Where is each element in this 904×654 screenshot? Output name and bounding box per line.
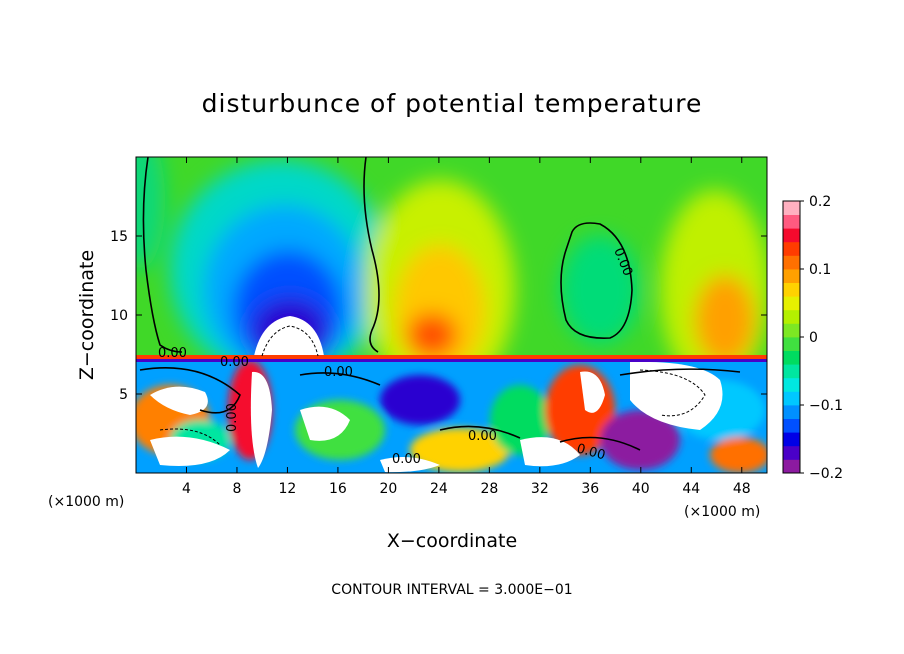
colorbar-tick-label: 0	[809, 330, 818, 346]
contour-dashed-2	[639, 369, 706, 417]
white-patch	[380, 456, 440, 473]
contour-dashed-3	[159, 428, 221, 446]
colorbar-cell	[783, 445, 800, 460]
colorbar-cell	[783, 201, 800, 215]
colorbar-cell	[783, 405, 800, 419]
plot-area: 0.00 0.00 0.00 0.00 0.00 0.00 0.00 0.00 …	[110, 156, 768, 497]
colorbar-cell	[783, 364, 800, 379]
contour-label: 0.00	[468, 429, 497, 444]
colorbar: 0.2 0.1 0 −0.1 −0.2	[782, 194, 843, 482]
chart-title: disturbunce of potential temperature	[202, 89, 703, 118]
warm-plume-46-core	[695, 275, 755, 365]
x-unit-left: (×1000 m)	[48, 494, 124, 510]
colorbar-cell	[783, 241, 800, 256]
x-axis-label: X−coordinate	[387, 530, 517, 552]
contour-lower-2	[299, 372, 381, 386]
white-patch	[150, 436, 230, 466]
colorbar-cell	[783, 350, 800, 365]
x-tick-label: 36	[581, 481, 599, 497]
colorbar-cell	[783, 296, 800, 311]
colorbar-tick-label: 0.1	[809, 262, 831, 278]
white-patch	[150, 386, 208, 415]
upper-layer-blobs	[136, 157, 767, 400]
contour-lower-1	[139, 367, 241, 414]
y-tick-label: 15	[110, 229, 128, 245]
lower-white-patches	[150, 361, 723, 473]
interface-band-purple	[136, 359, 767, 362]
lower-blob	[380, 375, 460, 425]
y-axis-label: Z−coordinate	[76, 250, 98, 380]
colorbar-cell	[783, 269, 800, 283]
footer-contour-interval: CONTOUR INTERVAL = 3.000E−01	[331, 582, 572, 598]
contour-label: 0.00	[392, 452, 421, 467]
x-tick-label: 32	[531, 481, 549, 497]
contour-label: 0.00	[220, 355, 249, 370]
white-patch	[520, 437, 580, 467]
x-axis-ticks: 4 8 12 16 20 24 28 32 36 40 44 48	[182, 157, 751, 497]
contour-dashed-1	[261, 325, 319, 357]
x-tick-label: 28	[480, 481, 498, 497]
x-tick-label: 48	[733, 481, 751, 497]
colorbar-ticks: 0.2 0.1 0 −0.1 −0.2	[800, 194, 843, 482]
warm-plume-24-core	[407, 313, 457, 357]
left-edge-cool	[136, 157, 165, 270]
y-axis-ticks: 5 10 15	[110, 229, 767, 403]
x-tick-label: 8	[232, 481, 241, 497]
colorbar-cell	[783, 391, 800, 406]
y-tick-label: 5	[119, 387, 128, 403]
colorbar-cell	[783, 214, 800, 229]
contour-loop-36	[560, 222, 633, 339]
contour-label: 0.00	[324, 365, 353, 380]
contour-cold-plume-right	[363, 157, 380, 353]
cool-patch-36	[560, 235, 640, 345]
x-tick-label: 20	[379, 481, 397, 497]
contour-lower-4	[559, 436, 641, 451]
contour-label: 0.00	[225, 403, 240, 432]
colorbar-cell	[783, 282, 800, 297]
x-unit-right: (×1000 m)	[684, 504, 760, 520]
colorbar-cell	[783, 418, 800, 433]
white-patch	[300, 406, 350, 441]
white-patch	[580, 371, 605, 413]
contour-label: 0.00	[158, 346, 187, 361]
colorbar-cell	[783, 323, 800, 338]
heatmap-field	[136, 157, 767, 473]
colorbar-cell	[783, 255, 800, 270]
colorbar-tick-label: −0.2	[809, 466, 843, 482]
colorbar-cell	[783, 228, 800, 243]
colorbar-cell	[783, 337, 800, 351]
white-patch	[250, 371, 272, 468]
colorbar-cell	[783, 432, 800, 447]
contour-label: 0.00	[575, 441, 607, 463]
zero-contours	[139, 157, 741, 451]
lower-blob	[600, 410, 680, 470]
colorbar-cell	[783, 459, 800, 474]
x-tick-label: 24	[430, 481, 448, 497]
y-tick-label: 10	[110, 308, 128, 324]
contour-left-upper	[142, 157, 183, 353]
colorbar-cell	[783, 377, 800, 392]
colorbar-tick-label: −0.1	[809, 398, 843, 414]
x-tick-label: 40	[632, 481, 650, 497]
negative-contours	[159, 325, 706, 446]
interface-band-red	[136, 355, 767, 359]
lower-blob	[710, 437, 767, 473]
x-tick-label: 12	[279, 481, 297, 497]
x-tick-label: 4	[182, 481, 191, 497]
cold-plume-white-core	[254, 316, 324, 356]
white-patch	[630, 361, 723, 430]
colorbar-tick-label: 0.2	[809, 194, 831, 210]
lower-blob	[410, 428, 510, 472]
contour-lower-3	[439, 425, 521, 439]
colorbar-cells	[783, 201, 800, 474]
contour-lower-5	[619, 368, 741, 376]
colorbar-cell	[783, 309, 800, 324]
x-tick-label: 16	[329, 481, 347, 497]
x-tick-label: 44	[682, 481, 700, 497]
